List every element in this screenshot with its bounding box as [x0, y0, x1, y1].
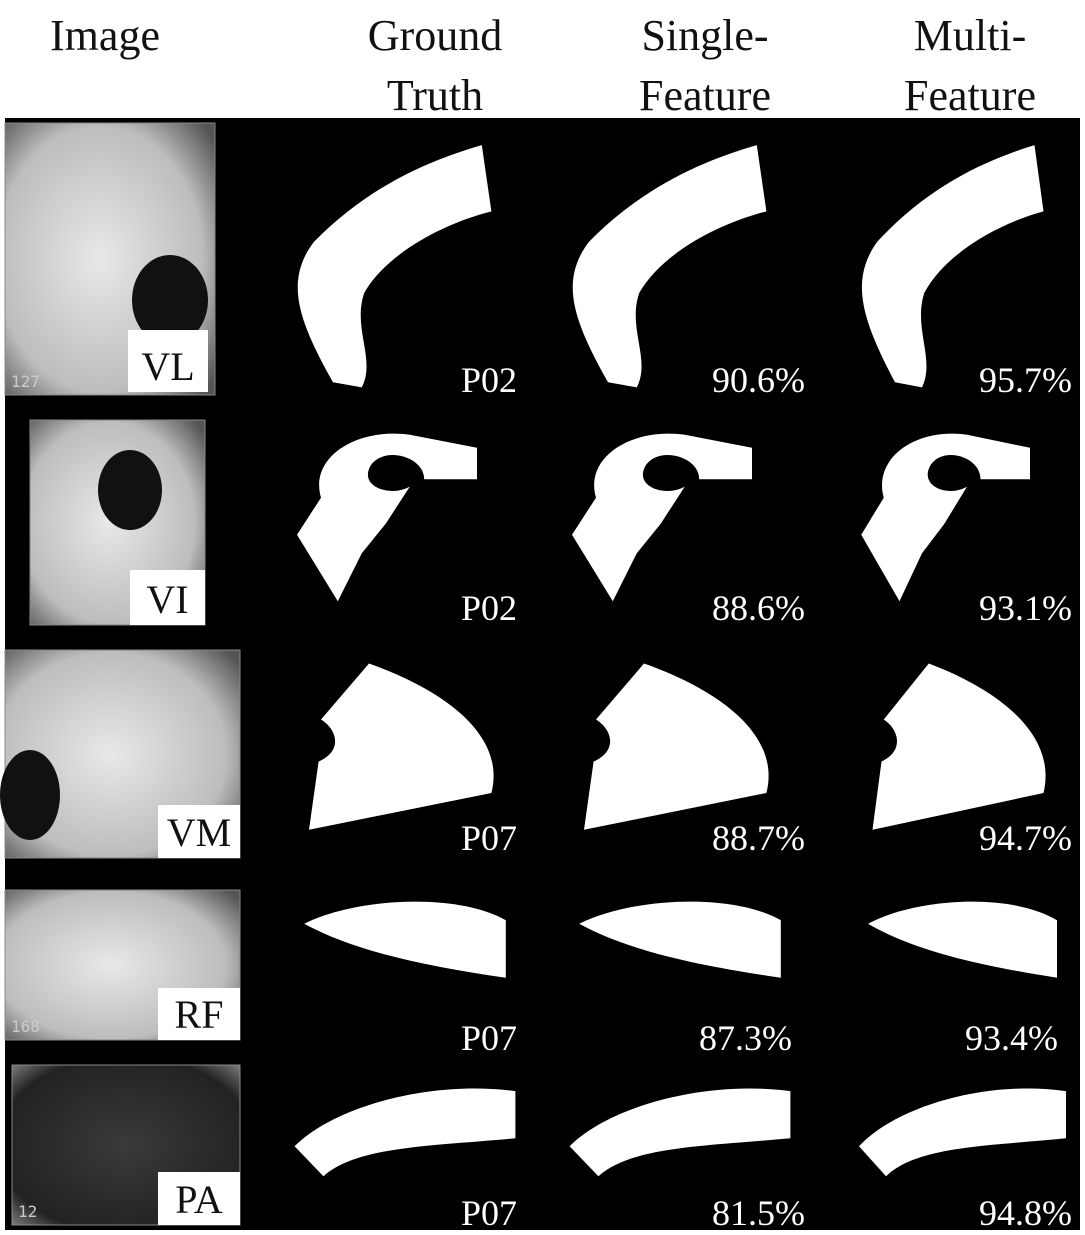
column-header: Image: [50, 11, 160, 60]
image-panel: 12 PA: [11, 1064, 241, 1226]
dice-score: 88.7%: [712, 818, 805, 858]
segmentation-mask: [304, 901, 506, 978]
slice-number: 12: [18, 1202, 37, 1221]
segmentation-mask: [297, 145, 492, 388]
segmentation-mask: [569, 1088, 791, 1177]
muscle-label: VI: [146, 577, 188, 622]
muscle-label: VL: [141, 344, 194, 389]
dice-score: 94.8%: [979, 1193, 1072, 1233]
patient-id: P07: [461, 1018, 517, 1058]
segmentation-mask: [861, 145, 1044, 388]
label-box: [158, 988, 240, 1040]
patient-id: P02: [461, 588, 517, 628]
muscle-label: RF: [175, 992, 224, 1037]
column-header: Feature: [904, 71, 1036, 120]
bone: [98, 450, 162, 530]
patient-id: P02: [461, 360, 517, 400]
dice-score: 93.1%: [979, 588, 1072, 628]
dice-score: 81.5%: [712, 1193, 805, 1233]
segmentation-mask: [294, 1088, 516, 1177]
image-panel: 127 VL: [4, 122, 216, 396]
dice-score: 94.7%: [979, 818, 1072, 858]
segmentation-mask: [861, 433, 1030, 602]
patient-id: P07: [461, 1193, 517, 1233]
segmentation-mask: [859, 1088, 1066, 1177]
muscle-label: VM: [167, 810, 231, 855]
segmentation-mask: [872, 663, 1046, 830]
image-panel: VI: [29, 419, 206, 626]
segmentation-mask: [579, 901, 781, 978]
image-panel: VM: [0, 649, 241, 859]
segmentation-mask: [584, 663, 769, 830]
dice-score: 88.6%: [712, 588, 805, 628]
column-header: Feature: [639, 71, 771, 120]
label-box: [130, 570, 205, 625]
dice-score: 93.4%: [965, 1018, 1058, 1058]
column-header: Multi-: [914, 11, 1026, 60]
muscle-label: PA: [175, 1177, 223, 1222]
patient-id: P07: [461, 818, 517, 858]
label-box: [158, 1172, 240, 1225]
segmentation-mask: [309, 663, 494, 830]
segmentation-mask: [868, 901, 1057, 978]
dice-score: 95.7%: [979, 360, 1072, 400]
slice-number: 168: [11, 1017, 40, 1036]
segmentation-mask: [297, 433, 477, 602]
slice-number: 127: [11, 372, 40, 391]
column-header: Ground: [368, 11, 502, 60]
segmentation-mask: [572, 433, 752, 602]
label-box: [158, 805, 240, 858]
dice-score: 87.3%: [699, 1018, 792, 1058]
image-panel: 168 RF: [4, 889, 241, 1041]
segmentation-mask: [572, 145, 767, 388]
bone: [132, 255, 208, 345]
bone: [0, 750, 60, 840]
dice-score: 90.6%: [712, 360, 805, 400]
column-header: Single-: [641, 11, 768, 60]
label-box: [128, 330, 208, 392]
column-header: Truth: [387, 71, 483, 120]
